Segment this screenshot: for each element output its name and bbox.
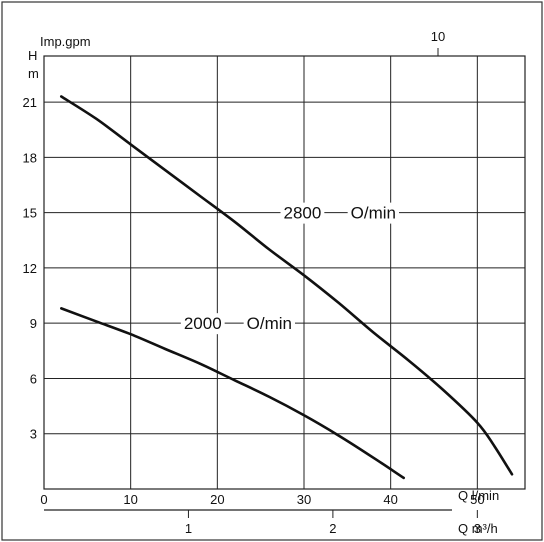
- y-axis-unit: m: [28, 66, 39, 81]
- x-axis-title: Q l/min: [458, 488, 499, 503]
- curve-series-1: [60, 95, 514, 476]
- bottom-tick-label: 1: [185, 521, 192, 536]
- bottom-axis-title: Q m³/h: [458, 521, 498, 536]
- y-tick-label: 3: [30, 427, 37, 442]
- plot-area-border: [43, 55, 526, 490]
- x-tick-label: 20: [210, 492, 224, 507]
- curves: [60, 95, 514, 480]
- grid: [43, 55, 526, 490]
- bottom-tick-label: 3: [474, 521, 481, 536]
- x-tick-label: 0: [40, 492, 47, 507]
- x-tick-label: 10: [123, 492, 137, 507]
- axes: 010203040503691215182110203040123: [23, 29, 485, 536]
- y-tick-label: 6: [30, 371, 37, 386]
- y-tick-label: 9: [30, 316, 37, 331]
- curve-series-2: [60, 307, 405, 480]
- labels: 2800 O/min 2000 O/min: [180, 202, 400, 335]
- x-tick-label: 50: [470, 492, 484, 507]
- curve-label-background: [243, 313, 296, 335]
- top-tick-label: 10: [431, 29, 445, 44]
- curve-label: 2000: [184, 314, 222, 333]
- curve-label: O/min: [247, 314, 292, 333]
- curve-label-background: [180, 313, 225, 335]
- y-tick-label: 12: [23, 261, 37, 276]
- y-tick-label: 15: [23, 206, 37, 221]
- curve-label-background: [280, 202, 325, 224]
- y-tick-label: 21: [23, 95, 37, 110]
- y-axis-title: H: [28, 48, 37, 63]
- curve-label: 2800: [284, 204, 322, 223]
- curve-label: O/min: [351, 204, 396, 223]
- x-tick-label: 30: [297, 492, 311, 507]
- y-tick-label: 18: [23, 150, 37, 165]
- bottom-tick-label: 2: [329, 521, 336, 536]
- x-tick-label: 40: [383, 492, 397, 507]
- curve-label-background: [347, 202, 400, 224]
- top-axis-title: Imp.gpm: [40, 34, 91, 49]
